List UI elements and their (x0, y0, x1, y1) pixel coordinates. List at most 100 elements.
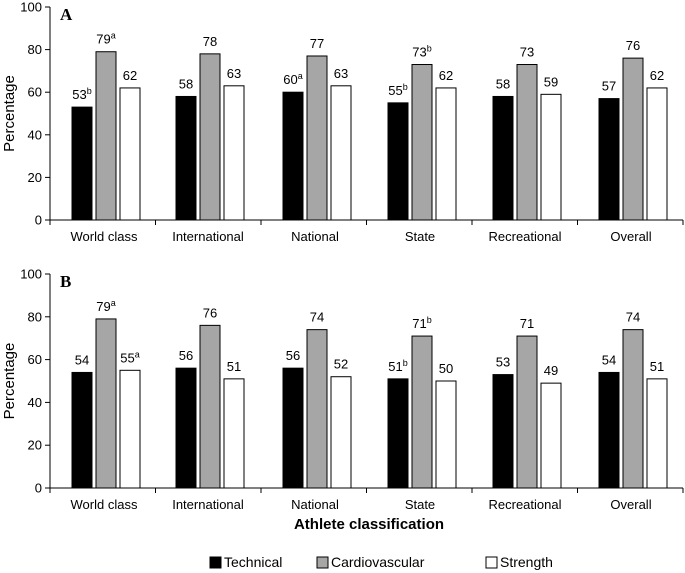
data-label: 51b (388, 358, 407, 374)
data-label: 76 (203, 305, 217, 320)
bar-cardiovascular (199, 324, 221, 489)
data-label: 51 (650, 359, 664, 374)
bar-strength (646, 87, 668, 221)
data-label: 58 (179, 76, 193, 91)
y-tick-label: 80 (28, 309, 42, 324)
data-label: 57 (602, 79, 616, 94)
y-tick-label: 20 (28, 438, 42, 453)
legend: Technical Cardiovascular Strength (209, 554, 553, 570)
y-tick-label: 60 (28, 352, 42, 367)
legend-swatch-strength (485, 556, 498, 569)
data-label-superscript: b (403, 358, 408, 368)
data-label: 52 (334, 357, 348, 372)
y-tick-label: 40 (28, 395, 42, 410)
bar-strength (540, 93, 562, 221)
data-label: 79a (96, 298, 115, 314)
data-label-value: 74 (310, 310, 324, 325)
bar-technical (387, 102, 409, 221)
data-label: 50 (439, 361, 453, 376)
category-label: International (172, 497, 244, 512)
panel-letter: B (60, 272, 71, 291)
bar-strength (223, 378, 245, 489)
data-label-value: 49 (544, 363, 558, 378)
legend-swatch-cardiovascular (316, 556, 329, 569)
data-label: 53b (72, 86, 91, 102)
bar-cardiovascular (411, 64, 433, 221)
bar-cardiovascular (199, 53, 221, 221)
x-axis-title: Athlete classification (294, 516, 444, 533)
data-label-value: 62 (439, 68, 453, 83)
data-label: 54 (75, 352, 89, 367)
bar-strength (119, 369, 141, 489)
category-label: Recreational (489, 497, 562, 512)
data-label-value: 57 (602, 79, 616, 94)
data-label-value: 76 (626, 38, 640, 53)
legend-label: Technical (224, 554, 282, 570)
y-tick-label: 20 (28, 170, 42, 185)
legend-label: Strength (500, 554, 553, 570)
data-label-superscript: a (298, 71, 303, 81)
bar-cardiovascular (306, 329, 328, 489)
data-label-value: 50 (439, 361, 453, 376)
data-label: 54 (602, 352, 616, 367)
bar-technical (282, 91, 304, 221)
bar-cardiovascular (622, 329, 644, 489)
bar-technical (598, 98, 620, 221)
bar-cardiovascular (95, 51, 117, 221)
bar-technical (71, 371, 93, 489)
y-tick-label: 60 (28, 85, 42, 100)
data-label: 59 (544, 74, 558, 89)
category-label: International (172, 229, 244, 244)
bar-strength (119, 87, 141, 221)
bar-strength (435, 87, 457, 221)
data-label-value: 62 (123, 68, 137, 83)
category-label: National (291, 497, 339, 512)
data-label-value: 63 (334, 66, 348, 81)
bar-cardiovascular (622, 57, 644, 221)
category-label: Overall (610, 497, 651, 512)
data-label-superscript: b (427, 44, 432, 54)
data-label-value: 51 (650, 359, 664, 374)
data-label-value: 59 (544, 74, 558, 89)
category-label: State (405, 229, 435, 244)
data-label: 74 (626, 310, 640, 325)
data-label: 76 (626, 38, 640, 53)
data-label: 49 (544, 363, 558, 378)
data-label-value: 54 (75, 352, 89, 367)
data-label-superscript: a (111, 31, 116, 41)
bar-technical (175, 367, 197, 489)
data-label-value: 71 (520, 316, 534, 331)
legend-swatch-technical (209, 556, 222, 569)
data-label-value: 79 (96, 299, 110, 314)
bar-cardiovascular (516, 335, 538, 489)
data-label-superscript: b (87, 86, 92, 96)
bar-cardiovascular (411, 335, 433, 489)
data-label: 63 (227, 66, 241, 81)
bar-technical (492, 95, 514, 221)
category-label: Overall (610, 229, 651, 244)
data-label-superscript: b (403, 82, 408, 92)
data-label: 60a (283, 71, 302, 87)
y-tick-label: 0 (35, 481, 42, 496)
bar-strength (223, 85, 245, 221)
data-label: 79a (96, 31, 115, 47)
data-label: 56 (286, 348, 300, 363)
data-label-value: 54 (602, 352, 616, 367)
bar-technical (387, 378, 409, 489)
data-label: 58 (496, 76, 510, 91)
bar-cardiovascular (516, 64, 538, 221)
bar-cardiovascular (306, 55, 328, 221)
category-label: Recreational (489, 229, 562, 244)
data-label: 71b (412, 315, 431, 331)
category-label: State (405, 497, 435, 512)
category-label: World class (71, 497, 138, 512)
data-label: 53 (496, 355, 510, 370)
data-label-value: 79 (96, 32, 110, 47)
data-label: 63 (334, 66, 348, 81)
data-label: 62 (439, 68, 453, 83)
data-label-value: 51 (388, 359, 402, 374)
category-label: National (291, 229, 339, 244)
data-label-value: 55 (388, 83, 402, 98)
